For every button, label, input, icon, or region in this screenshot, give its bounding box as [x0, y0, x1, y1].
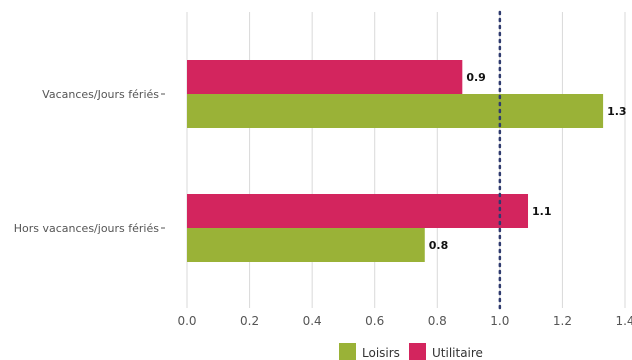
data-label: 1.3: [607, 105, 627, 118]
data-label: 0.8: [429, 239, 449, 252]
category-label: Vacances/Jours fériés: [42, 88, 159, 101]
x-axis: 0.0 0.2 0.4 0.6 0.8 1.0 1.2 1.4: [177, 314, 632, 328]
grid-lines: [186, 12, 626, 308]
bar-loisirs: [187, 228, 425, 262]
bar-utilitaire: [187, 60, 463, 94]
x-tick-label: 1.0: [490, 314, 509, 328]
y-axis: Vacances/Jours fériés Hors vacances/jours…: [14, 88, 165, 235]
category-label: Hors vacances/jours fériés: [14, 222, 160, 235]
x-tick-label: 0.2: [240, 314, 259, 328]
x-tick-label: 0.8: [428, 314, 447, 328]
x-tick-label: 0.4: [303, 314, 322, 328]
x-tick-label: 1.2: [553, 314, 572, 328]
bar-loisirs: [187, 94, 604, 128]
legend-swatch-loisirs: [339, 343, 356, 360]
data-label: 0.9: [466, 71, 486, 84]
bars: [187, 60, 604, 262]
data-label: 1.1: [532, 205, 552, 218]
legend-swatch-utilitaire: [409, 343, 426, 360]
x-tick-label: 1.4: [615, 314, 632, 328]
x-tick-label: 0.6: [365, 314, 384, 328]
bar-utilitaire: [187, 194, 529, 228]
legend-label-utilitaire: Utilitaire: [432, 346, 483, 360]
data-labels: 0.9 1.3 1.1 0.8: [429, 71, 627, 252]
legend: Loisirs Utilitaire: [339, 343, 483, 360]
legend-label-loisirs: Loisirs: [362, 346, 400, 360]
x-tick-label: 0.0: [177, 314, 196, 328]
